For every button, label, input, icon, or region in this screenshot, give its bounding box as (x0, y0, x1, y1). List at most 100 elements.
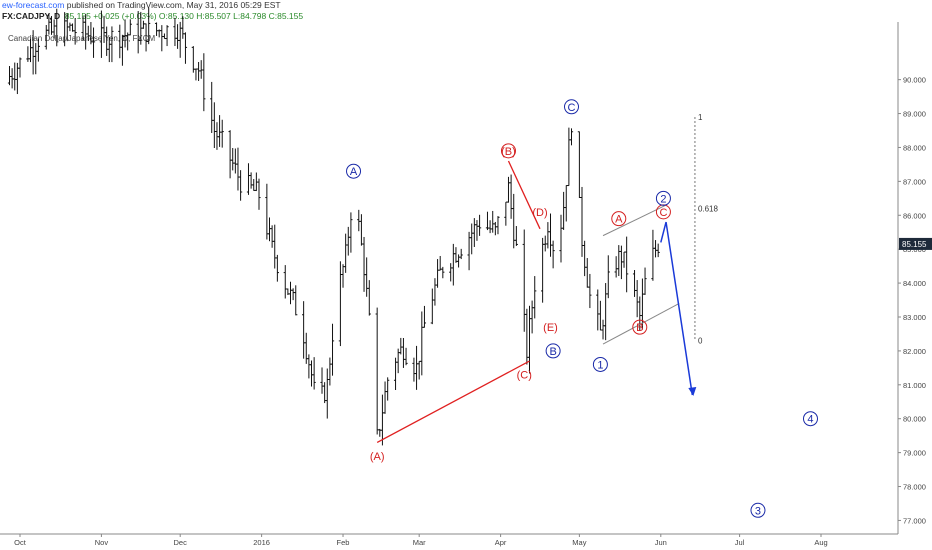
last-price-text: 85.155 (902, 240, 927, 249)
wave-label-circle (592, 356, 608, 372)
ohlc-bar (653, 240, 658, 258)
ohlc-bar (359, 214, 364, 246)
ohlc-bar (202, 53, 206, 112)
ohlc-bar (275, 254, 279, 282)
ohlc-bar (383, 381, 387, 414)
ohlc-bar (525, 308, 529, 365)
ohlc-bar (622, 251, 626, 268)
ohlc-bar (123, 19, 127, 48)
header-publish-line: ew-forecast.com published on TradingView… (2, 0, 303, 11)
ohlc-bar (28, 38, 33, 63)
ohlc-bar (551, 240, 555, 269)
wave-label-text: 3 (755, 505, 761, 517)
ohlc-bar (73, 18, 77, 45)
ohlc-bar (165, 25, 169, 47)
wave-label-text: (E) (543, 322, 558, 334)
ohlc-bar (47, 13, 51, 35)
wave-label: C (655, 204, 671, 220)
symbol-title: Canadian Dollar/Japanese Yen, D, FXCM (8, 34, 156, 43)
ohlc-bar (283, 265, 287, 299)
wave-label-circle (564, 99, 580, 115)
wave-label-text: A (350, 166, 358, 178)
wave-label: (C) (517, 370, 532, 382)
wave-label: (E) (543, 322, 558, 334)
wave-label: (B) (500, 143, 516, 159)
ohlc-bar (330, 323, 335, 376)
wave-label-text: (A) (370, 451, 385, 463)
price-tick-label: 87.000 (903, 177, 926, 186)
ohlc-bar (239, 170, 243, 201)
ohlc-bar (606, 255, 610, 299)
ohlc-bar (120, 34, 125, 66)
time-tick-label: Oct (14, 538, 27, 547)
ohlc-bar (302, 301, 306, 359)
ohlc-bar (147, 7, 151, 45)
ohlc-bar (265, 183, 269, 240)
last-price: 85.155 (64, 11, 91, 21)
ohlc-bar (367, 280, 371, 316)
ohlc-bar (194, 68, 198, 81)
wave-label-text: B (636, 322, 643, 334)
ohlc-bar (506, 176, 511, 203)
ohlc-bar (236, 147, 240, 191)
ohlc-bar (249, 172, 253, 189)
ohlc-bar (52, 19, 56, 39)
time-axis[interactable]: Oct Nov Dec 2016 Feb Mar Apr May Jun Jul Aug (14, 534, 828, 547)
ohlc-bar (488, 220, 492, 234)
price-tick-label: 86.000 (903, 211, 926, 220)
wave-label-text: (D) (532, 207, 547, 219)
ohlc-bar (154, 22, 159, 36)
trend-lines (376, 160, 697, 444)
ohlc-bar (362, 236, 366, 292)
publish-text: published on TradingView.com, May 31, 20… (64, 0, 281, 10)
ohlc-bar (357, 209, 361, 232)
ohlc-bar (643, 267, 647, 295)
price-tick-label: 88.000 (903, 143, 926, 152)
wave-label: B (632, 319, 648, 335)
ohlc-bar (162, 33, 167, 40)
ohlc-bar (267, 217, 272, 242)
symbol-label: FX:CADJPY, D (2, 11, 61, 21)
ohlc-bar (309, 360, 314, 387)
ohlc-bar (477, 214, 482, 236)
wave-label-text: A (615, 214, 623, 226)
wave-label: (A) (370, 451, 385, 463)
ohlc-bars (7, 7, 660, 446)
brand-link[interactable]: ew-forecast.com (2, 0, 65, 10)
wave-label: 1 (592, 356, 608, 372)
time-tick-label: Apr (495, 538, 507, 547)
ohlc-bar (344, 233, 348, 273)
wave-label-text: 1 (597, 359, 603, 371)
ohlc-bar (365, 257, 369, 297)
ohlc-bar (175, 24, 180, 49)
ohlc-bar (533, 276, 537, 319)
ohlc-bar (651, 229, 655, 281)
ohlc-bar (485, 211, 490, 231)
price-tick-label: 80.000 (903, 415, 926, 424)
ohlc-bar (430, 288, 434, 325)
ohlc-bar (304, 332, 308, 364)
wave-label: (D) (532, 207, 547, 219)
ohlc-bar (86, 25, 90, 41)
ohlc-bar (15, 62, 19, 95)
ohlc-bar (569, 128, 574, 146)
ohlc-bar (99, 10, 104, 58)
ohlc-bar (144, 23, 148, 52)
time-tick-label: Jul (735, 538, 745, 547)
ohlc-bar (475, 220, 479, 241)
wave-label-circle (802, 411, 818, 427)
ohlc-bar (470, 223, 474, 255)
wave-label-text: C (568, 102, 576, 114)
ohlc-bar (656, 243, 660, 258)
ohlc-bar (228, 130, 232, 179)
ohlc-bar (632, 270, 637, 297)
ohlc-bar (438, 255, 442, 271)
ohlc-bar (417, 360, 421, 380)
ohlc-bar (212, 102, 216, 149)
ohlc-bar (199, 60, 203, 79)
ohlc-bar (257, 178, 261, 210)
ohlc-bar (564, 185, 568, 222)
wave-label: B (545, 343, 561, 359)
price-tick-label: 90.000 (903, 76, 926, 85)
